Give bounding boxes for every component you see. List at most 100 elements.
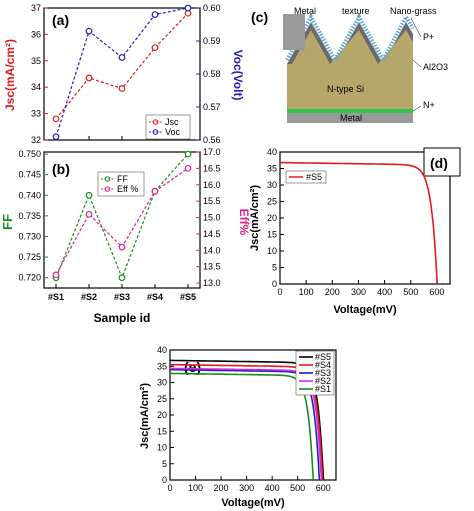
y-tick-label: 15 [157, 426, 167, 436]
panel-d-legend-s5: #S5 [306, 172, 322, 182]
y-tick-label: 40 [157, 345, 167, 355]
y-tick-label: 30 [267, 180, 277, 190]
series-line-0 [55, 12, 189, 120]
n-type-si-layer [287, 64, 413, 112]
panel-b-series [52, 150, 192, 282]
x-tick-label: 300 [239, 483, 254, 493]
x-tick-label: 100 [299, 287, 314, 297]
data-point [85, 191, 93, 199]
panel-d-y-ticks: 0 5 10 15 20 25 30 35 40 [267, 147, 284, 289]
x-tick-label: #S4 [147, 292, 163, 302]
legend-label: #S1 [315, 384, 331, 394]
right-tick-label: 13.5 [203, 262, 221, 272]
panel-d-chart: (d) 0 5 10 15 20 25 30 35 40 0 100 200 300 400 500 600… [249, 147, 461, 316]
label-n-plus: N+ [423, 100, 435, 110]
panel-a-right-ticks: 0.56 0.57 0.58 0.59 0.60 [196, 3, 221, 145]
panel-a-letter: (a) [52, 12, 69, 28]
x-tick-label: #S2 [81, 292, 97, 302]
y-tick-label: 20 [267, 213, 277, 223]
panel-c-diagram: (c) Metal texture Nano-grass P+ Al2O3 N-… [251, 6, 448, 123]
y-tick-label: 5 [162, 459, 167, 469]
right-tick-label: 0.60 [203, 3, 221, 13]
y-tick-label: 20 [157, 410, 167, 420]
right-tick-label: 15.5 [203, 196, 221, 206]
data-point [184, 4, 192, 12]
x-tick-label: 500 [290, 483, 305, 493]
bottom-metal-contact [287, 113, 413, 123]
data-point [52, 133, 60, 141]
y-tick-label: 25 [157, 394, 167, 404]
data-point [85, 27, 93, 35]
left-tick-label: 37 [31, 3, 41, 13]
y-tick-label: 35 [157, 361, 167, 371]
nano-grass-layer [285, 12, 415, 65]
right-tick-label: 0.57 [203, 102, 221, 112]
panel-e-x-ticks: 0 100 200 300 400 500 600 [167, 476, 331, 493]
data-point [52, 271, 60, 279]
panel-d-x-ticks: 0 100 200 300 400 500 600 [277, 280, 444, 297]
data-point [151, 44, 159, 51]
y-tick-label: 30 [157, 378, 167, 388]
panel-e-chart: (e) 0 5 10 15 20 25 30 35 40 0 100 200 300 400 500 600… [139, 345, 337, 509]
left-tick-label: 36 [31, 29, 41, 39]
data-point [151, 187, 159, 195]
left-tick-label: 32 [31, 135, 41, 145]
jv-curve-ss5 [280, 161, 438, 285]
label-p-plus: P+ [423, 32, 434, 42]
jv-curve-ss3 [170, 368, 321, 481]
left-tick-label: 34 [31, 82, 41, 92]
panel-d-letter: (d) [430, 155, 448, 171]
panel-c-letter: (c) [251, 9, 268, 25]
y-tick-label: 0 [272, 279, 277, 289]
label-nano-grass: Nano-grass [390, 6, 437, 16]
legend-label: #S2 [315, 376, 331, 386]
panel-d-ylabel: Jsc(mA/cm²) [249, 185, 261, 251]
legend-label: #S4 [315, 360, 331, 370]
panel-b-legend: FF Eff % [97, 171, 145, 197]
n-plus-layer [287, 109, 413, 113]
right-tick-label: 0.58 [203, 69, 221, 79]
x-tick-label: 100 [188, 483, 203, 493]
panel-b-legend-ff: FF [117, 174, 128, 184]
x-tick-label: #S5 [180, 292, 196, 302]
x-tick-label: 200 [214, 483, 229, 493]
panel-d-legend: #S5 [285, 170, 327, 184]
x-tick-label: 200 [325, 287, 340, 297]
panel-b-x-ticks: #S1 #S2 #S3 #S4 #S5 [48, 284, 196, 302]
x-tick-label: 400 [265, 483, 280, 493]
data-point [184, 150, 192, 158]
label-metal-bottom: Metal [340, 113, 362, 123]
panel-a-chart: (a) 32 33 34 35 36 37 0.56 0.57 0.58 0.59 0.60 Js… [3, 3, 245, 145]
panel-a-legend: Jsc Voc [145, 114, 191, 140]
y-tick-label: 10 [157, 443, 167, 453]
left-tick-label: 33 [31, 109, 41, 119]
si-pyramids [292, 30, 413, 64]
right-tick-label: 14.0 [203, 245, 221, 255]
data-point [118, 85, 126, 92]
left-tick-label: 0.730 [18, 231, 41, 241]
data-point [52, 115, 60, 123]
panel-d-series [280, 161, 438, 285]
y-tick-label: 0 [162, 475, 167, 485]
label-texture: texture [342, 6, 370, 16]
y-tick-label: 35 [267, 164, 277, 174]
x-tick-label: 0 [277, 287, 282, 297]
panel-e-letter: (e) [184, 359, 201, 375]
panel-b-chart: (b) 0.7200.7250.7300.7350.7400.7450.750 … [0, 147, 251, 325]
y-tick-label: 10 [267, 246, 277, 256]
right-tick-label: 0.59 [203, 36, 221, 46]
x-tick-label: 600 [316, 483, 331, 493]
panel-b-legend-eff: Eff % [117, 184, 138, 194]
data-point [184, 164, 192, 172]
right-tick-label: 15.0 [203, 213, 221, 223]
right-tick-label: 14.5 [203, 229, 221, 239]
panel-e-xlabel: Voltage(mV) [221, 497, 285, 509]
left-tick-label: 0.735 [18, 211, 41, 221]
left-tick-label: 0.750 [18, 149, 41, 159]
label-n-type-si: N-type Si [327, 84, 364, 94]
label-metal-top: Metal [294, 6, 316, 16]
panel-b-y2label: Eff% [237, 209, 251, 236]
x-tick-label: 300 [351, 287, 366, 297]
y-tick-label: 15 [267, 230, 277, 240]
